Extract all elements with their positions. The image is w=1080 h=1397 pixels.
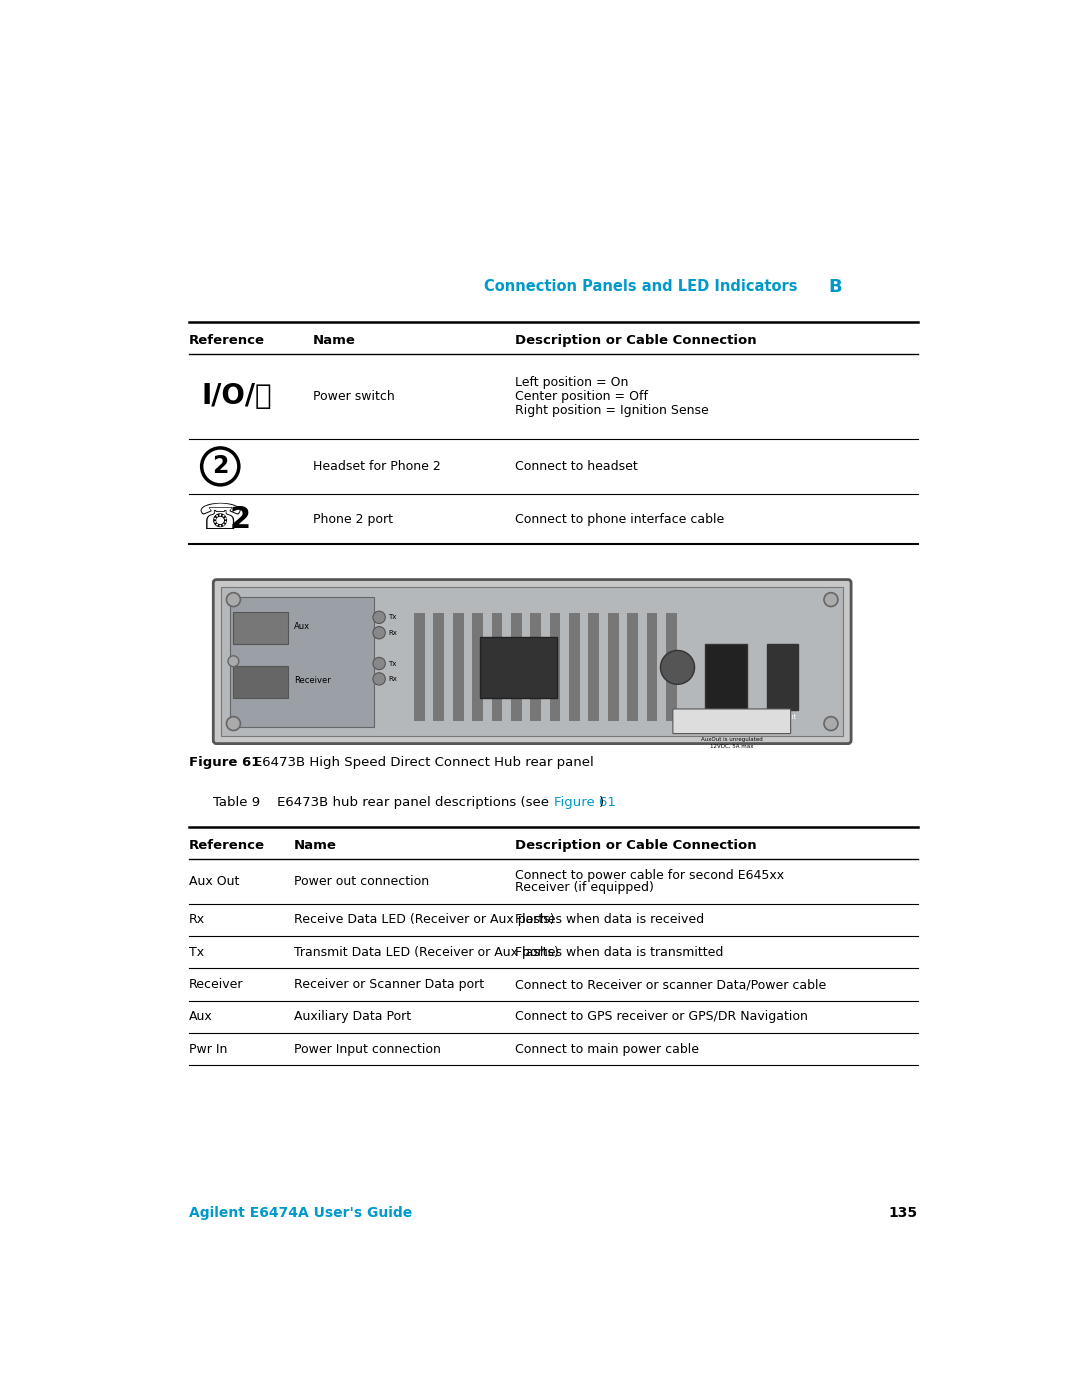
Text: Transmit Data LED (Receiver or Aux ports): Transmit Data LED (Receiver or Aux ports… (294, 946, 558, 958)
Text: Tx: Tx (189, 946, 204, 958)
Bar (767, 644, 798, 710)
Text: Agilent E6474A User's Guide: Agilent E6474A User's Guide (189, 1206, 413, 1221)
Text: Receive Data LED (Receiver or Aux ports): Receive Data LED (Receiver or Aux ports) (294, 914, 554, 926)
Text: Connect to power cable for second E645xx: Connect to power cable for second E645xx (515, 869, 784, 882)
Text: Reference: Reference (189, 334, 266, 346)
Text: Reference: Reference (189, 838, 266, 852)
Text: Name: Name (294, 838, 337, 852)
Text: Left position = On: Left position = On (515, 376, 629, 388)
Circle shape (373, 610, 386, 623)
Circle shape (824, 717, 838, 731)
Text: I/O/⏻: I/O/⏻ (202, 383, 272, 411)
Bar (627, 613, 638, 721)
Text: Pwr In: Pwr In (714, 712, 738, 722)
Text: Headset for Phone 2: Headset for Phone 2 (313, 460, 441, 474)
Bar (608, 613, 619, 721)
Text: Rx: Rx (389, 676, 397, 682)
Text: Figure 61: Figure 61 (554, 796, 617, 809)
Text: Auxiliary Data Port: Auxiliary Data Port (294, 1010, 411, 1024)
Text: Aux Out: Aux Out (189, 875, 240, 888)
Text: AuxOut is unregulated
12VDC, 5A max: AuxOut is unregulated 12VDC, 5A max (701, 738, 762, 749)
Text: Aux: Aux (294, 622, 310, 631)
Bar (530, 613, 541, 721)
Bar (589, 613, 599, 721)
Bar (230, 597, 374, 726)
FancyBboxPatch shape (213, 580, 851, 743)
Text: Flashes when data is transmitted: Flashes when data is transmitted (515, 946, 724, 958)
Circle shape (373, 627, 386, 638)
Circle shape (373, 658, 386, 669)
Bar (511, 613, 522, 721)
Text: 2: 2 (212, 454, 229, 478)
Text: Name: Name (313, 334, 356, 346)
Text: Phone 2 port: Phone 2 port (313, 513, 393, 525)
Bar (472, 613, 483, 721)
Text: Receiver: Receiver (189, 978, 244, 990)
Circle shape (373, 673, 386, 685)
Text: Center position = Off: Center position = Off (515, 390, 648, 402)
Text: B: B (828, 278, 842, 296)
Bar (647, 613, 658, 721)
Text: ☏: ☏ (197, 502, 242, 536)
Text: 135: 135 (889, 1206, 918, 1221)
Text: Rx: Rx (389, 630, 397, 636)
Bar (233, 612, 287, 644)
Text: E6473B High Speed Direct Connect Hub rear panel: E6473B High Speed Direct Connect Hub rea… (238, 756, 594, 768)
Text: Connect to Receiver or scanner Data/Power cable: Connect to Receiver or scanner Data/Powe… (515, 978, 826, 990)
Bar (233, 666, 287, 698)
Text: Power out connection: Power out connection (294, 875, 429, 888)
Text: Tx: Tx (389, 615, 396, 620)
FancyBboxPatch shape (673, 708, 791, 733)
Bar (453, 613, 463, 721)
Bar (480, 637, 557, 698)
Bar (491, 613, 502, 721)
Text: Right position = Ignition Sense: Right position = Ignition Sense (515, 404, 708, 416)
Bar (550, 613, 561, 721)
Bar (221, 587, 843, 736)
Text: ): ) (599, 796, 605, 809)
Circle shape (227, 717, 241, 731)
Bar (433, 613, 444, 721)
Text: Rx: Rx (189, 914, 205, 926)
Text: Description or Cable Connection: Description or Cable Connection (515, 334, 756, 346)
Text: Connect to phone interface cable: Connect to phone interface cable (515, 513, 724, 525)
Bar (414, 613, 424, 721)
Text: Aux Out: Aux Out (768, 714, 796, 721)
Text: Flashes when data is received: Flashes when data is received (515, 914, 704, 926)
Text: Receiver or Scanner Data port: Receiver or Scanner Data port (294, 978, 484, 990)
Text: Receiver: Receiver (294, 676, 330, 685)
Text: Receiver (if equipped): Receiver (if equipped) (515, 882, 653, 894)
Bar (704, 644, 747, 721)
Text: Table 9    E6473B hub rear panel descriptions (see: Table 9 E6473B hub rear panel descriptio… (213, 796, 554, 809)
Text: Power switch: Power switch (313, 390, 395, 402)
Text: Connect to GPS receiver or GPS/DR Navigation: Connect to GPS receiver or GPS/DR Naviga… (515, 1010, 808, 1024)
Text: Description or Cable Connection: Description or Cable Connection (515, 838, 756, 852)
Circle shape (228, 655, 239, 666)
Circle shape (227, 592, 241, 606)
Text: Power Input connection: Power Input connection (294, 1042, 441, 1056)
Text: 2: 2 (230, 504, 251, 534)
Bar (666, 613, 677, 721)
Text: Connect to headset: Connect to headset (515, 460, 637, 474)
Text: Figure 61: Figure 61 (189, 756, 260, 768)
Text: Pwr In: Pwr In (189, 1042, 228, 1056)
Circle shape (824, 592, 838, 606)
Text: Aux: Aux (189, 1010, 213, 1024)
Text: Connect to main power cable: Connect to main power cable (515, 1042, 699, 1056)
Text: Tx: Tx (389, 661, 396, 666)
Bar (569, 613, 580, 721)
Circle shape (661, 651, 694, 685)
Text: Connection Panels and LED Indicators: Connection Panels and LED Indicators (484, 279, 798, 295)
